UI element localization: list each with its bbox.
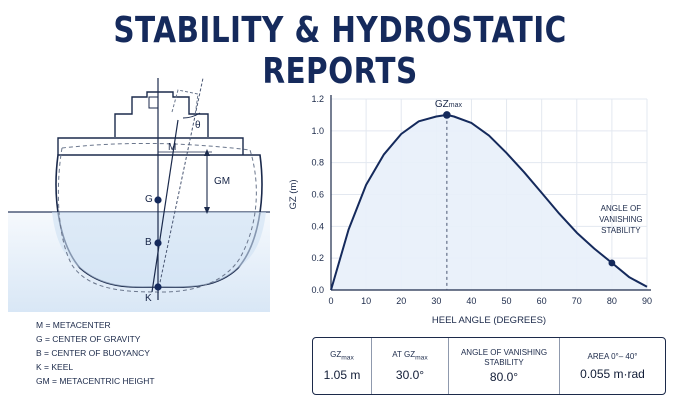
stat-gzmax-label: GZ bbox=[330, 349, 342, 359]
stat-at-gzmax-sub: max bbox=[415, 354, 428, 362]
stat-at-gzmax: AT GZmax 30.0° bbox=[372, 338, 449, 394]
stat-area-label: AREA 0°– 40° bbox=[587, 351, 638, 361]
y-tick-label: 0.4 bbox=[311, 221, 324, 231]
point-b-label: B bbox=[145, 237, 152, 248]
x-tick-label: 20 bbox=[396, 296, 406, 306]
gz-area bbox=[331, 114, 647, 291]
heeled-hull-outline bbox=[57, 147, 257, 293]
heel-line bbox=[157, 77, 204, 293]
point-g bbox=[154, 196, 162, 204]
x-tick-label: 50 bbox=[502, 296, 512, 306]
vanishing-label: ANGLE OF bbox=[601, 204, 642, 213]
stat-area: AREA 0°– 40° 0.055 m·rad bbox=[560, 338, 665, 394]
superstructure bbox=[114, 91, 209, 137]
vanishing-label: VANISHING bbox=[599, 215, 642, 224]
heel-line-2 bbox=[151, 119, 179, 293]
heeled-deck bbox=[61, 142, 251, 151]
stat-area-value: 0.055 m·rad bbox=[580, 366, 645, 381]
y-tick-label: 0.0 bbox=[311, 285, 324, 295]
stat-gzmax-value: 1.05 m bbox=[323, 368, 361, 383]
x-tick-label: 0 bbox=[328, 296, 333, 306]
peak-point bbox=[443, 111, 451, 119]
point-m-label: M bbox=[168, 142, 177, 153]
y-tick-label: 1.0 bbox=[311, 126, 324, 136]
x-tick-label: 30 bbox=[431, 296, 441, 306]
stat-vanishing-value: 80.0° bbox=[489, 370, 519, 384]
stat-vanishing: ANGLE OF VANISHING STABILITY 80.0° bbox=[449, 338, 560, 394]
theta-arc bbox=[182, 112, 201, 119]
legend-item-gm: GM = METACENTRIC HEIGHT bbox=[36, 376, 155, 386]
legend-item-k: K = KEEL bbox=[36, 362, 74, 372]
heeled-superstructure bbox=[171, 89, 199, 117]
x-tick-label: 80 bbox=[607, 296, 617, 306]
legend-item-g: G = CENTER OF GRAVITY bbox=[36, 334, 141, 344]
theta-label: θ bbox=[195, 120, 201, 131]
stats-panel: GZmax 1.05 m AT GZmax 30.0° ANGLE OF VAN… bbox=[312, 337, 666, 395]
point-b bbox=[154, 239, 162, 247]
y-tick-label: 0.6 bbox=[311, 190, 324, 200]
x-tick-label: 70 bbox=[572, 296, 582, 306]
legend: M = METACENTER G = CENTER OF GRAVITY B =… bbox=[36, 318, 155, 388]
page-title: STABILITY & HYDROSTATIC REPORTS bbox=[113, 10, 567, 92]
legend-item-b: B = CENTER OF BUOYANCY bbox=[36, 348, 150, 358]
x-tick-label: 10 bbox=[361, 296, 371, 306]
stat-vanishing-label: ANGLE OF VANISHING STABILITY bbox=[460, 348, 548, 367]
gz-curve bbox=[330, 113, 648, 291]
legend-item-m: M = METACENTER bbox=[36, 320, 111, 330]
x-tick-label: 60 bbox=[537, 296, 547, 306]
point-g-label: G bbox=[145, 194, 153, 205]
y-axis-title: GZ (m) bbox=[288, 179, 299, 209]
x-axis-title: HEEL ANGLE (DEGREES) bbox=[432, 315, 546, 326]
peak-label: GZmax bbox=[435, 99, 463, 110]
y-tick-label: 0.2 bbox=[311, 253, 324, 263]
point-k bbox=[154, 283, 162, 291]
y-tick-label: 1.2 bbox=[311, 94, 324, 104]
stat-gzmax-sub: max bbox=[341, 354, 354, 362]
vanishing-point bbox=[608, 259, 616, 267]
x-tick-label: 40 bbox=[466, 296, 476, 306]
stat-at-gzmax-value: 30.0° bbox=[395, 368, 425, 383]
stat-gzmax: GZmax 1.05 m bbox=[313, 338, 372, 394]
x-tick-label: 90 bbox=[642, 296, 652, 306]
deck bbox=[57, 137, 244, 155]
gm-label: GM bbox=[214, 176, 231, 187]
y-tick-label: 0.8 bbox=[311, 158, 324, 168]
vanishing-label: STABILITY bbox=[601, 226, 641, 235]
stat-at-gzmax-label: AT GZ bbox=[392, 349, 416, 359]
point-k-label: K bbox=[145, 293, 152, 304]
